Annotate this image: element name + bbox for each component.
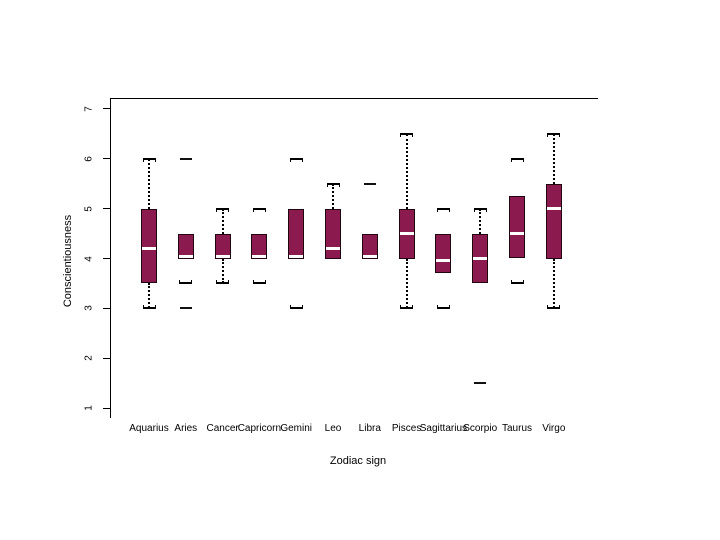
box-iqr [325, 208, 341, 259]
box-median-line [252, 254, 267, 258]
y-axis-tick [103, 108, 110, 110]
x-axis-category-label: Cancer [206, 423, 239, 434]
box-median-line [362, 254, 377, 258]
x-axis-category-label: Libra [358, 423, 381, 434]
whisker-low-cap [289, 305, 303, 310]
box-median-line [326, 247, 340, 251]
box-median-line [178, 254, 193, 258]
outlier-marker [179, 307, 192, 310]
x-axis-category-label: Virgo [542, 423, 566, 434]
whisker-high-line [332, 183, 334, 209]
whisker-high-cap [473, 207, 487, 212]
y-axis-tick-label: 5 [83, 205, 95, 212]
x-axis-category-label: Scorpio [463, 423, 498, 434]
x-axis-category-label: Leo [324, 423, 342, 434]
box-median-line [289, 254, 304, 258]
y-axis-tick [103, 357, 110, 359]
whisker-high-cap [400, 132, 414, 137]
box-iqr [361, 233, 378, 259]
box-iqr [288, 208, 305, 259]
box-iqr [141, 208, 157, 284]
whisker-high-line [479, 208, 482, 234]
x-axis-category-label: Pisces [391, 423, 422, 434]
y-axis-tick-label: 4 [83, 255, 95, 262]
whisker-low-cap [179, 280, 193, 285]
box-median-line [399, 232, 414, 236]
whisker-high-line [221, 208, 224, 234]
whisker-high-line [552, 133, 555, 184]
outlier-marker [474, 382, 487, 385]
x-axis-category-label: Sagittarius [419, 423, 468, 434]
box-median-line [142, 247, 156, 251]
boxplot-chart: Conscientiousness Zodiac sign 1 2 3 4 5 6 7 Aqu… [62, 98, 598, 467]
x-axis-category-label: Aries [174, 423, 198, 434]
y-axis-tick [103, 307, 110, 309]
whisker-high-cap [289, 157, 303, 162]
whisker-low-line [148, 283, 150, 309]
y-axis-tick [103, 158, 110, 160]
whisker-high-cap [142, 157, 156, 162]
box-iqr [545, 183, 562, 259]
whisker-high-line [148, 158, 150, 209]
whisker-high-cap [216, 207, 230, 212]
whisker-high-cap [436, 207, 450, 212]
box-iqr [177, 233, 194, 259]
x-axis-category-label: Taurus [501, 423, 533, 434]
whisker-high-cap [510, 157, 524, 162]
whisker-low-cap [252, 280, 266, 285]
y-axis-tick [103, 208, 110, 210]
x-axis-title: Zodiac sign [329, 455, 387, 467]
box-median-line [546, 207, 561, 211]
box-median-line [436, 259, 451, 263]
whisker-low-line [405, 258, 408, 309]
y-axis-tick-label: 1 [83, 405, 95, 411]
box-iqr [251, 233, 268, 259]
box-iqr [509, 196, 525, 259]
outlier-marker [179, 157, 192, 160]
whisker-low-cap [547, 305, 561, 310]
box-iqr [435, 233, 452, 274]
y-axis-tick-label: 3 [83, 305, 95, 312]
y-axis-tick [103, 258, 110, 259]
whisker-high-cap [547, 132, 561, 137]
whisker-high-cap [326, 182, 340, 187]
y-axis-tick-label: 7 [83, 106, 95, 112]
whisker-low-line [552, 258, 555, 309]
box-iqr [214, 233, 231, 259]
whisker-low-cap [436, 305, 450, 310]
whisker-low-cap [510, 280, 524, 285]
whisker-low-cap [216, 280, 230, 285]
y-axis-tick-label: 6 [83, 156, 95, 162]
x-axis-category-label: Aquarius [129, 423, 169, 434]
whisker-low-cap [142, 305, 156, 310]
whisker-low-line [221, 258, 224, 284]
x-axis-category-label: Capricorn [237, 423, 282, 434]
y-axis-title: Conscientiousness [62, 214, 74, 308]
whisker-high-cap [252, 207, 266, 212]
whisker-low-cap [400, 305, 414, 310]
box-median-line [215, 254, 230, 258]
box-median-line [510, 232, 524, 236]
y-axis-tick-label: 2 [83, 355, 95, 361]
whisker-high-line [405, 133, 408, 209]
x-axis-category-label: Gemini [280, 423, 313, 434]
box-median-line [473, 257, 488, 260]
outlier-marker [363, 182, 376, 185]
y-axis-tick [103, 407, 110, 409]
